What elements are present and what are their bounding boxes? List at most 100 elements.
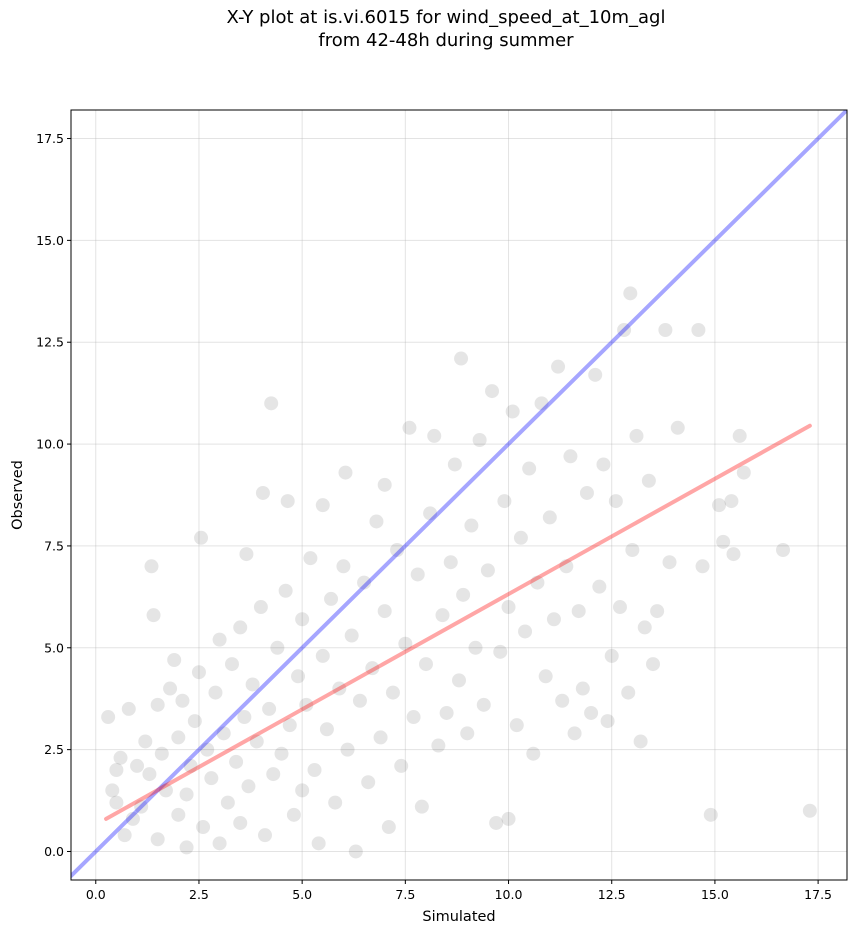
scatter-point: [596, 457, 611, 472]
scatter-point: [109, 795, 124, 810]
scatter-point: [266, 767, 281, 782]
scatter-point: [534, 396, 549, 411]
scatter-point: [377, 477, 392, 492]
scatter-point: [485, 384, 500, 399]
scatter-point: [191, 665, 206, 680]
scatter-point: [229, 754, 244, 769]
scatter-point: [183, 758, 198, 773]
y-tick-label: 12.5: [36, 335, 64, 350]
scatter-point: [592, 579, 607, 594]
scatter-point: [468, 640, 483, 655]
plot-frame: [70, 109, 848, 881]
scatter-point: [138, 734, 153, 749]
scatter-point: [167, 653, 182, 667]
scatter-point: [732, 428, 747, 443]
scatter-point: [555, 693, 570, 708]
scatter-point: [588, 367, 603, 382]
scatter-point: [336, 559, 351, 574]
scatter-point: [291, 669, 306, 684]
x-tick-label: 2.5: [189, 887, 209, 902]
scatter-point: [726, 547, 741, 562]
x-tick-label: 15.0: [701, 887, 729, 902]
scatter-point: [361, 775, 376, 790]
scatter-point: [563, 449, 578, 464]
scatter-point: [633, 734, 648, 749]
scatter-point: [575, 681, 590, 696]
scatter-point: [208, 685, 223, 700]
scatter-point: [311, 836, 326, 851]
scatter-point: [270, 640, 285, 655]
chart-title-line-2: from 42-48h during summer: [318, 30, 574, 51]
scatter-point: [373, 730, 388, 745]
y-tick-label: 2.5: [44, 742, 64, 757]
scatter-point: [390, 543, 405, 557]
scatter-point: [365, 661, 380, 676]
scatter-point: [435, 608, 450, 623]
scatter-point: [522, 461, 537, 476]
scatter-point: [241, 779, 256, 794]
scatter-point: [130, 758, 145, 773]
y-tick-label: 15.0: [36, 233, 64, 248]
scatter-point: [427, 428, 442, 443]
scatter-point: [571, 604, 586, 619]
x-tick-label: 10.0: [495, 887, 523, 902]
scatter-point: [385, 685, 400, 700]
x-tick-label: 12.5: [598, 887, 626, 902]
scatter-point: [480, 563, 495, 578]
scatter-point: [802, 803, 817, 818]
scatter-point: [509, 718, 524, 733]
scatter-point: [551, 359, 566, 374]
scatter-point: [414, 799, 429, 814]
scatter-point: [637, 620, 652, 635]
scatter-point: [695, 559, 710, 574]
scatter-point: [328, 795, 343, 810]
scatter-point: [264, 396, 279, 411]
scatter-point: [612, 600, 627, 615]
scatter-point: [489, 815, 504, 830]
scatter-point: [724, 494, 739, 509]
scatter-point: [402, 420, 417, 435]
scatter-point: [204, 771, 219, 786]
scatter-point: [295, 783, 310, 798]
scatter-point: [472, 433, 487, 447]
scatter-point: [629, 428, 644, 443]
x-tick-label: 5.0: [292, 887, 312, 902]
scatter-point: [398, 636, 413, 651]
scatter-point: [340, 742, 355, 757]
x-tick-label: 7.5: [395, 887, 415, 902]
scatter-point: [501, 811, 516, 826]
y-tick-label: 0.0: [44, 844, 64, 859]
scatter-point: [286, 807, 301, 822]
scatter-point: [431, 738, 446, 753]
reference-lines: [71, 110, 847, 878]
scatter-point: [258, 828, 272, 843]
scatter-point: [274, 746, 289, 761]
scatter-point: [625, 543, 640, 557]
axis-ticks: 0.0 2.5 5.0 7.5 10.0 12.5 15.0 17.5 0.0 2.5 5.0 7.5…: [36, 131, 832, 902]
scatter-point: [476, 697, 491, 712]
scatter-point: [456, 587, 471, 602]
scatter-point: [344, 628, 359, 643]
scatter-point: [501, 600, 516, 615]
scatter-point: [641, 473, 656, 488]
scatter-point: [447, 457, 462, 472]
scatter-point: [546, 612, 561, 627]
y-tick-label: 10.0: [36, 437, 64, 452]
scatter-point: [144, 559, 159, 574]
scatter-point: [253, 600, 268, 615]
grid-lines: [71, 110, 847, 880]
scatter-point: [443, 555, 458, 570]
scatter-point: [255, 485, 270, 500]
scatter-point: [150, 697, 165, 712]
scatter-point: [239, 547, 254, 562]
scatter-point: [324, 591, 339, 606]
scatter-point: [584, 705, 599, 720]
scatter-point: [454, 351, 469, 366]
scatter-point: [518, 624, 533, 639]
scatter-point: [262, 701, 277, 716]
x-axis-label: Simulated: [422, 909, 495, 925]
scatter-point: [567, 726, 582, 741]
scatter-point: [776, 543, 791, 557]
x-tick-label: 17.5: [804, 887, 832, 902]
